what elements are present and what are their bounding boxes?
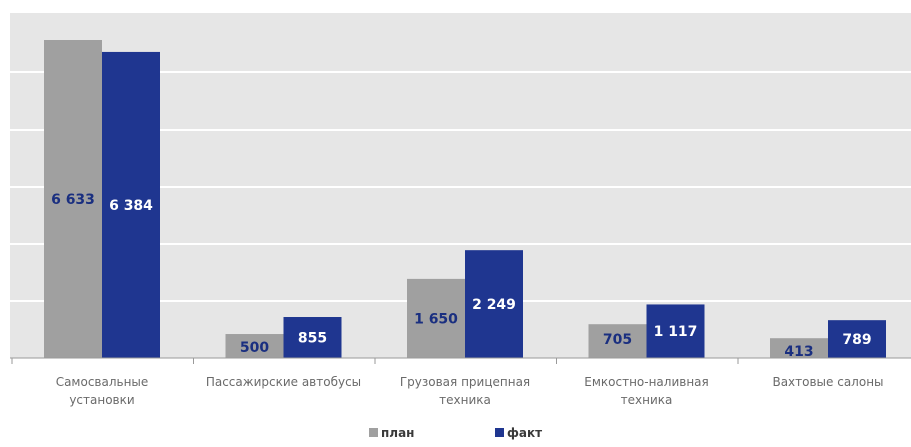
- category-label: Самосвальные установки: [56, 375, 149, 407]
- bar-план: [407, 278, 465, 358]
- data-label: 413: [784, 344, 813, 360]
- legend-label: план: [381, 426, 414, 440]
- category-label: Пассажирские автобусы: [206, 375, 361, 389]
- data-label: 1 117: [654, 324, 698, 340]
- data-label: 6 384: [109, 198, 153, 214]
- bar-факт: [102, 51, 160, 358]
- value-labels: 6 633 6 384 500 855 1 650 2 249 705 1 117 413 789: [51, 192, 872, 360]
- legend-swatch: [369, 428, 378, 437]
- data-label: 2 249: [472, 297, 516, 313]
- data-label: 789: [842, 332, 871, 348]
- bar-план: [770, 338, 828, 358]
- bar-факт: [828, 320, 886, 358]
- data-label: 855: [298, 331, 327, 347]
- bar-факт: [283, 317, 342, 358]
- category-label: Емкостно-наливная техника: [584, 375, 709, 407]
- category-label: Вахтовые салоны: [772, 375, 883, 389]
- category-label: Грузовая прицепная техника: [400, 375, 530, 407]
- data-label: 6 633: [51, 192, 95, 208]
- data-label: 1 650: [414, 311, 458, 327]
- legend-swatch: [495, 428, 504, 437]
- bar-план: [588, 324, 647, 358]
- legend: план факт: [369, 426, 542, 440]
- bar-факт: [646, 304, 705, 358]
- data-label: 705: [603, 332, 632, 348]
- bar-факт: [465, 250, 523, 358]
- legend-label: факт: [507, 426, 542, 440]
- bar-план: [44, 40, 102, 358]
- x-axis: [10, 357, 911, 364]
- data-label: 500: [240, 340, 269, 356]
- bars: [44, 40, 886, 358]
- category-labels: Самосвальные установки Пассажирские автобу…: [56, 375, 884, 407]
- bar-план: [225, 334, 284, 358]
